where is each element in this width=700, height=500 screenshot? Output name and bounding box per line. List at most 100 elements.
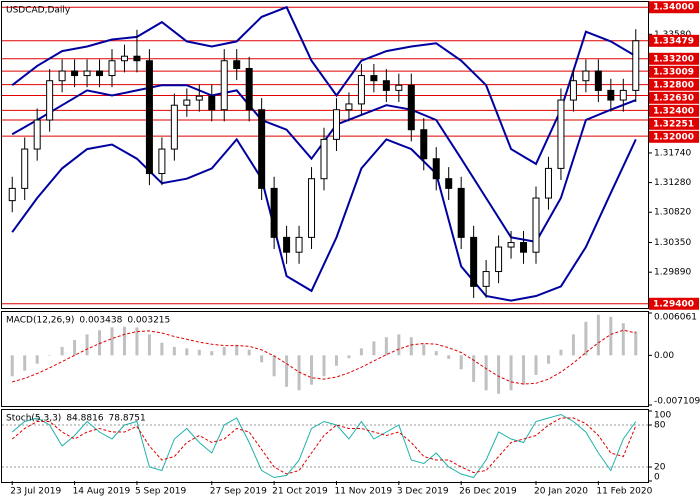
- macd-bar: [147, 334, 151, 356]
- candle-body: [495, 246, 503, 273]
- level-label-box: [649, 78, 699, 91]
- indicator-label: MACD(12,26,9): [6, 316, 74, 326]
- candle-body: [607, 89, 615, 101]
- y-tick-label: 1.31740: [654, 148, 691, 158]
- macd-bar: [85, 334, 89, 356]
- candle-body: [270, 187, 278, 238]
- macd-panel: [1, 311, 649, 407]
- level-label: 1.32630: [653, 93, 694, 103]
- level-label: 1.33479: [653, 36, 694, 46]
- y-tick-label: 1.29890: [654, 268, 691, 278]
- candle-body: [145, 60, 153, 175]
- candle-body: [345, 103, 353, 111]
- indicator-label: Stoch(5,3,3): [6, 414, 61, 424]
- price-panel: [1, 1, 649, 309]
- macd-bar: [409, 337, 413, 356]
- macd-bar: [397, 334, 401, 356]
- macd-bar: [23, 355, 27, 371]
- macd-bar: [247, 349, 251, 356]
- candle-body: [158, 148, 166, 175]
- x-tick-label: 3 Dec 2019: [397, 487, 449, 497]
- candle-body: [382, 80, 390, 91]
- candle-body: [71, 70, 79, 77]
- stoch-d: [11, 417, 637, 475]
- level-label-box: [649, 104, 699, 117]
- macd-bar: [60, 346, 64, 356]
- candle-body: [195, 95, 203, 101]
- level-label: 1.34000: [653, 3, 694, 13]
- macd-bar: [235, 344, 239, 356]
- macd-bar: [434, 351, 438, 356]
- candle-body: [33, 119, 41, 150]
- macd-bar: [596, 314, 600, 356]
- x-tick-label: 26 Dec 2019: [459, 487, 517, 497]
- macd-bar: [422, 344, 426, 356]
- candle-body: [520, 242, 528, 253]
- macd-bar: [35, 355, 39, 364]
- candle-body: [470, 236, 478, 287]
- indicator-label: 78.8751: [109, 414, 146, 424]
- level-label: 1.32800: [653, 80, 694, 90]
- macd-bar: [172, 346, 176, 356]
- y-tick-label: 20: [654, 463, 666, 473]
- candle-body: [120, 55, 128, 62]
- candle-body: [457, 187, 465, 238]
- x-tick-label: 14 Aug 2019: [73, 487, 131, 497]
- candle-body: [108, 60, 116, 77]
- candle-body: [8, 187, 16, 202]
- candle-body: [245, 67, 253, 111]
- macd-bar: [322, 355, 326, 377]
- bollinger-lower: [11, 137, 637, 302]
- candle-body: [295, 236, 303, 253]
- candle-body: [544, 167, 552, 199]
- macd-bar: [222, 346, 226, 356]
- candle-body: [133, 55, 141, 62]
- macd-bar: [509, 355, 513, 391]
- candle-body: [532, 197, 540, 253]
- y-tick-label: 1.31280: [654, 178, 691, 188]
- macd-bar: [634, 331, 638, 356]
- candle-body: [170, 104, 178, 150]
- y-tick-label: 1.30350: [654, 238, 691, 248]
- x-tick-label: 5 Sep 2019: [135, 487, 187, 497]
- level-label: 1.33009: [653, 67, 694, 77]
- candle-body: [58, 70, 66, 82]
- macd-bar: [472, 355, 476, 382]
- macd-signal: [12, 329, 636, 385]
- macd-bar: [447, 355, 451, 359]
- macd-bar: [48, 355, 52, 356]
- candle-body: [83, 70, 91, 77]
- level-label: 1.33200: [653, 54, 694, 64]
- level-label: 1.32000: [653, 132, 694, 142]
- macd-bar: [122, 326, 126, 356]
- macd-bar: [272, 355, 276, 377]
- x-tick-label: 11 Feb 2020: [596, 487, 652, 497]
- y-tick-label: 1.33580: [654, 30, 691, 40]
- candle-body: [582, 70, 590, 82]
- macd-bar: [98, 330, 102, 356]
- candle-body: [420, 129, 428, 160]
- candle-body: [507, 242, 515, 248]
- candle-body: [557, 99, 565, 169]
- macd-bar: [571, 334, 575, 356]
- macd-bar: [497, 355, 501, 394]
- candle-body: [320, 138, 328, 180]
- level-label: 1.32251: [653, 119, 694, 129]
- indicator-label: 84.8816: [66, 414, 103, 424]
- macd-bar: [297, 355, 301, 391]
- macd-bar: [334, 355, 338, 366]
- x-tick-label: 20 Jan 2020: [534, 487, 588, 497]
- y-tick-label: 1.30820: [654, 208, 691, 218]
- y-tick-label: 0.00: [654, 351, 674, 361]
- macd-bar: [522, 355, 526, 385]
- level-label-box: [649, 130, 699, 143]
- y-tick-label: 80: [654, 421, 666, 431]
- indicator-label: 0.003215: [127, 316, 170, 326]
- candle-body: [283, 236, 291, 253]
- macd-bar: [210, 351, 214, 356]
- candle-body: [308, 178, 316, 238]
- macd-bar: [384, 337, 388, 356]
- level-label: 1.29400: [653, 299, 694, 309]
- candle-body: [370, 75, 378, 82]
- macd-bar: [160, 342, 164, 356]
